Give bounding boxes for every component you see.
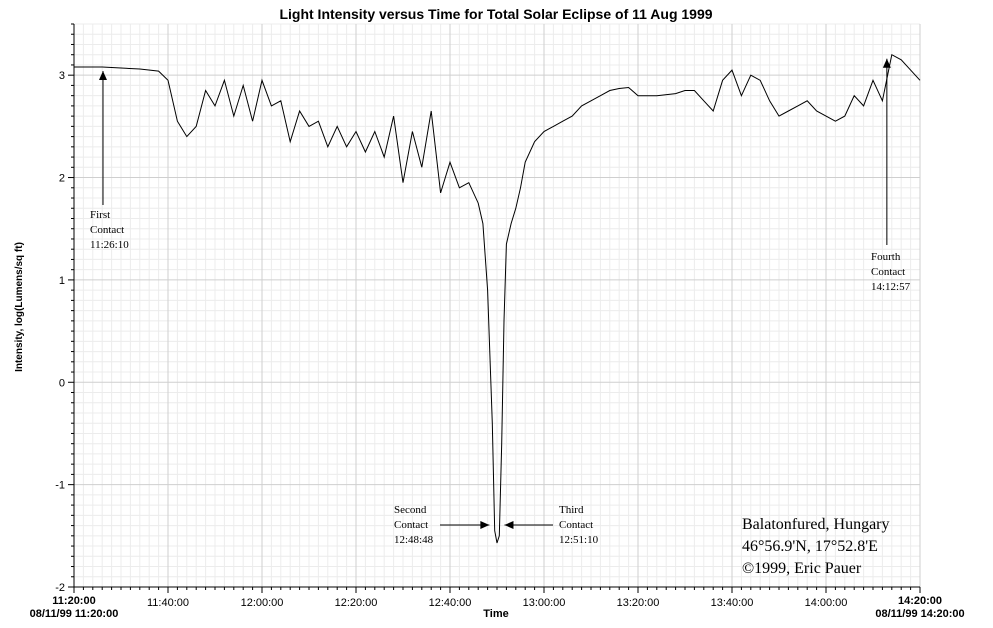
- first-contact-arrowhead: [98, 70, 107, 80]
- contact-annotations: First Contact 11:26:10 Second Contact 12:48:4…: [90, 58, 911, 546]
- second-contact-label: Contact: [394, 519, 428, 531]
- y-axis-ticks: 3 2 1 0 -1 -2: [55, 23, 74, 594]
- third-contact-arrowhead: [504, 521, 514, 529]
- second-contact-label: 12:48:48: [394, 534, 434, 546]
- second-contact-label: Second: [394, 504, 427, 516]
- fourth-contact-label: Fourth: [871, 251, 901, 263]
- copyright-text: ©1999, Eric Pauer: [742, 560, 862, 577]
- y-tick-label: 0: [59, 377, 65, 389]
- x-tick-label: 11:40:00: [147, 597, 189, 609]
- y-tick-label: 1: [59, 275, 65, 287]
- x-axis-label: Time: [483, 608, 508, 620]
- fourth-contact-label: 14:12:57: [871, 281, 911, 293]
- location-copyright-block: Balatonfured, Hungary 46°56.9'N, 17°52.8…: [742, 516, 890, 577]
- x-tick-label: 14:20:00: [898, 595, 942, 607]
- location-text: Balatonfured, Hungary: [742, 516, 890, 533]
- first-contact-label: Contact: [90, 224, 124, 236]
- coordinates-text: 46°56.9'N, 17°52.8'E: [742, 538, 878, 555]
- y-axis-label: Intensity, log(Lumens/sq ft): [14, 242, 25, 372]
- x-axis-ticks: 11:20:00 11:40:00 12:00:00 12:20:00 12:40:00…: [52, 587, 942, 609]
- x-axis-end-datetime: 08/11/99 14:20:00: [875, 608, 964, 620]
- second-contact-arrowhead: [480, 521, 490, 529]
- x-axis-start-datetime: 08/11/99 11:20:00: [30, 608, 119, 620]
- x-tick-label: 13:20:00: [617, 597, 660, 609]
- y-tick-label: -2: [55, 582, 65, 594]
- y-tick-label: 2: [59, 173, 65, 185]
- y-tick-label: -1: [55, 480, 65, 492]
- chart-title: Light Intensity versus Time for Total So…: [279, 6, 712, 22]
- fourth-contact-arrowhead: [882, 58, 891, 68]
- fourth-contact-label: Contact: [871, 266, 905, 278]
- x-tick-label: 13:40:00: [711, 597, 754, 609]
- intensity-series: [74, 53, 921, 544]
- x-tick-label: 14:00:00: [805, 597, 848, 609]
- x-tick-label: 12:00:00: [241, 597, 284, 609]
- third-contact-label: Contact: [559, 519, 593, 531]
- first-contact-label: First: [90, 209, 110, 221]
- first-contact-label: 11:26:10: [90, 239, 129, 251]
- x-tick-label: 12:20:00: [335, 597, 378, 609]
- x-tick-label: 12:40:00: [429, 597, 472, 609]
- third-contact-label: Third: [559, 504, 584, 516]
- intensity-line: [74, 53, 921, 544]
- x-tick-label: 13:00:00: [523, 597, 566, 609]
- third-contact-label: 12:51:10: [559, 534, 599, 546]
- x-tick-label: 11:20:00: [52, 595, 95, 607]
- y-tick-label: 3: [59, 70, 65, 82]
